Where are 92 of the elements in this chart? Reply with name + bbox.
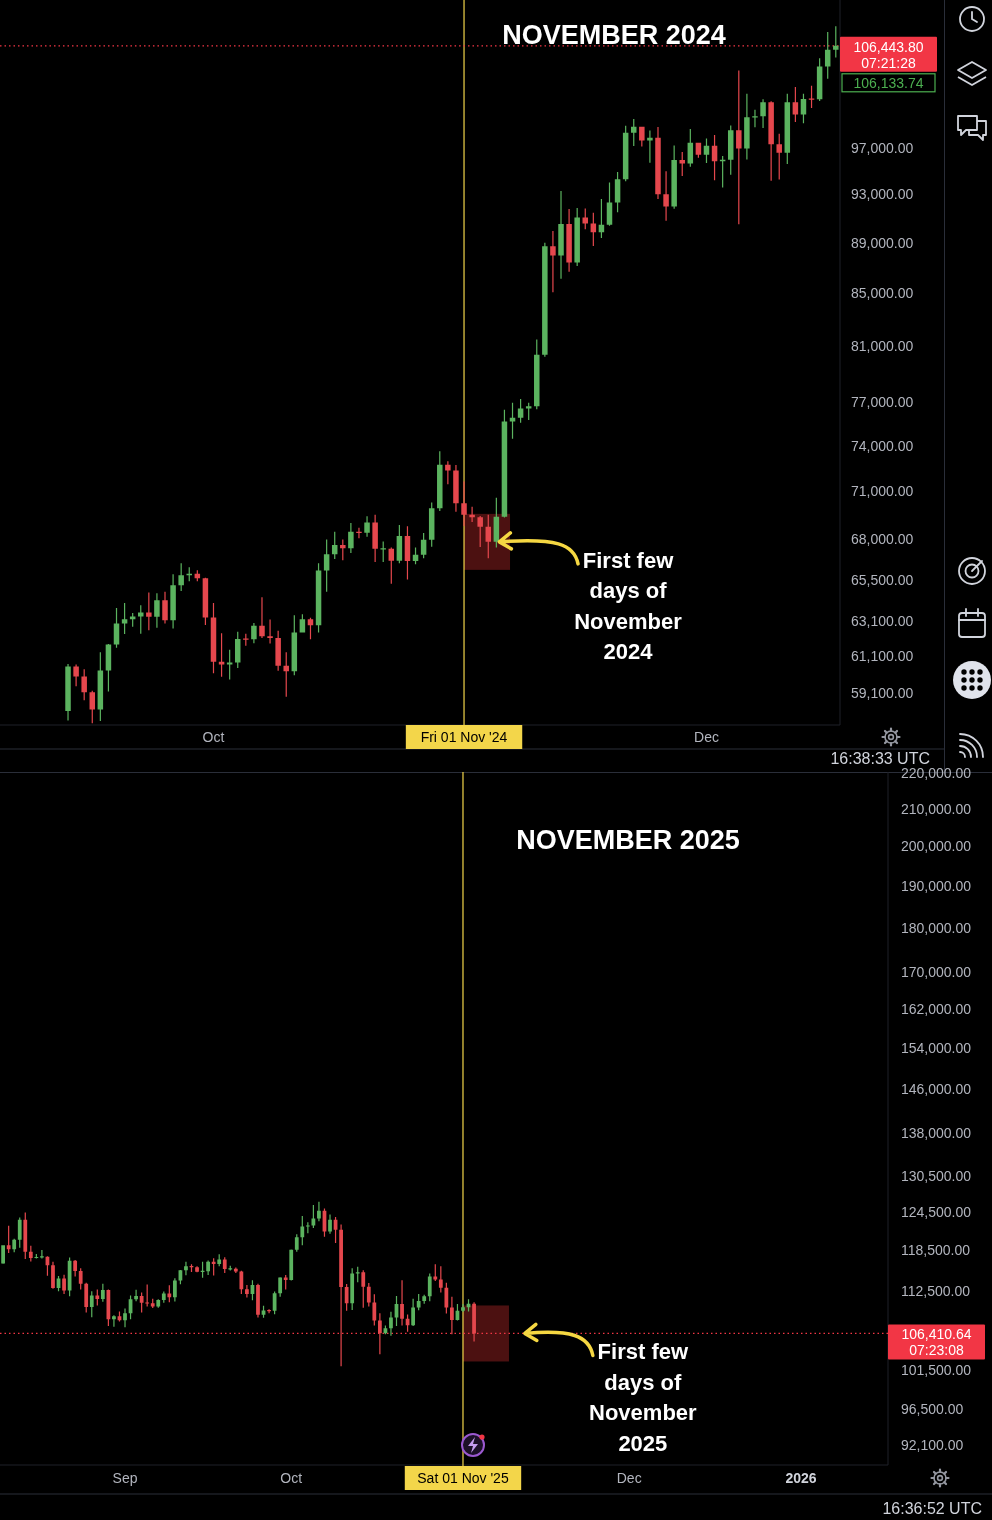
candlestick xyxy=(305,1222,310,1234)
ref-line-label: 106,443.80 07:21:28 xyxy=(853,38,924,71)
y-tick-label: 124,500.00 xyxy=(901,1204,972,1221)
text: NOVEMBER 2025 xyxy=(516,825,740,855)
y-tick-label: 170,000.00 xyxy=(901,963,972,980)
y-tick-label: 112,500.00 xyxy=(901,1282,971,1299)
candlestick xyxy=(112,1315,116,1327)
ref-line-label: Sat 01 Nov '25 xyxy=(417,1470,509,1486)
candlestick xyxy=(162,591,168,624)
candlestick xyxy=(356,527,362,539)
x-tick-label: Sep xyxy=(112,1470,138,1486)
y-tick-label: 101,500.00 xyxy=(901,1361,972,1378)
y-tick-label: 92,100.00 xyxy=(901,1436,964,1453)
candlestick xyxy=(558,191,564,279)
ref-line-label: Fri 01 Nov '24 xyxy=(420,729,508,745)
candlestick xyxy=(251,622,257,644)
candlestick xyxy=(550,231,556,293)
candlestick xyxy=(679,151,685,176)
x-tick-label: Oct xyxy=(202,729,225,745)
y-tick-label: 63,100.00 xyxy=(851,612,914,629)
y-tick-label: 200,000.00 xyxy=(901,838,972,855)
y-tick-label: 81,000.00 xyxy=(851,338,914,355)
candlestick xyxy=(65,664,71,721)
y-tick-label: 97,000.00 xyxy=(851,139,914,156)
candlestick xyxy=(150,1298,155,1308)
candlestick xyxy=(134,1289,138,1302)
y-tick-label: 59,100.00 xyxy=(851,684,914,701)
candlestick xyxy=(744,93,750,160)
x-tick-label: Oct xyxy=(280,1470,303,1486)
text: 16:38:33 UTC xyxy=(830,749,930,767)
candlestick xyxy=(477,516,483,548)
candlestick xyxy=(445,461,451,485)
candlestick xyxy=(647,130,653,163)
y-tick-label: 210,000.00 xyxy=(901,800,972,817)
ref-line-label: 106,410.64 07:23:08 xyxy=(901,1326,972,1359)
candlestick xyxy=(400,1280,404,1326)
y-tick-label: 96,500.00 xyxy=(901,1400,964,1417)
candlestick xyxy=(267,619,273,644)
annotation: First few days of November 2025 xyxy=(589,1338,698,1456)
candlestick xyxy=(259,597,265,639)
candlestick xyxy=(364,516,370,537)
candlestick xyxy=(339,1224,343,1367)
candlestick xyxy=(245,1285,249,1298)
text: NOVEMBER 2024 xyxy=(502,20,726,50)
y-tick-label: 162,000.00 xyxy=(901,1001,972,1018)
text: 16:36:52 UTC xyxy=(882,1499,982,1517)
candlestick xyxy=(389,1311,393,1336)
candlestick xyxy=(184,1261,188,1276)
y-tick-label: 71,000.00 xyxy=(851,483,914,500)
candlestick xyxy=(752,109,758,128)
x-tick-label: 2026 xyxy=(785,1470,817,1486)
candlestick xyxy=(123,1308,127,1328)
candlestick xyxy=(671,145,677,209)
candlestick xyxy=(275,630,281,671)
y-tick-label: 85,000.00 xyxy=(851,285,914,302)
y-tick-label: 74,000.00 xyxy=(851,437,914,454)
candlestick xyxy=(195,1266,199,1273)
candlestick xyxy=(461,481,467,527)
candlestick xyxy=(450,1296,454,1335)
candlestick xyxy=(655,126,661,200)
annotation: First few days of November 2024 xyxy=(574,547,683,664)
text: 106,133.74 xyxy=(853,74,924,91)
candlestick xyxy=(62,1274,66,1294)
candlestick xyxy=(154,593,160,628)
y-tick-label: 65,500.00 xyxy=(851,571,914,588)
y-tick-label: 68,000.00 xyxy=(851,530,914,547)
candlestick xyxy=(40,1249,44,1259)
candlestick xyxy=(566,209,572,272)
y-tick-label: 118,500.00 xyxy=(901,1242,971,1259)
candlestick xyxy=(170,574,176,629)
candlestick xyxy=(453,465,459,512)
candlestick xyxy=(808,85,815,108)
x-tick-label: Dec xyxy=(616,1470,642,1486)
y-tick-label: 89,000.00 xyxy=(851,234,914,251)
y-tick-label: 180,000.00 xyxy=(901,919,972,936)
candlestick xyxy=(574,207,580,267)
candlestick xyxy=(328,1214,332,1234)
y-tick-label: 146,000.00 xyxy=(901,1081,972,1098)
y-tick-label: 130,500.00 xyxy=(901,1167,972,1184)
y-tick-label: 61,100.00 xyxy=(851,648,914,665)
candlestick xyxy=(317,1201,321,1222)
candlestick xyxy=(461,1304,465,1313)
y-tick-label: 93,000.00 xyxy=(851,186,914,203)
y-tick-label: 190,000.00 xyxy=(901,877,972,894)
x-tick-label: Dec xyxy=(694,729,719,745)
candlestick xyxy=(542,242,548,357)
y-tick-label: 154,000.00 xyxy=(901,1040,972,1057)
y-tick-label: 138,000.00 xyxy=(901,1124,972,1141)
candlestick xyxy=(760,99,766,129)
candlestick xyxy=(663,171,669,221)
y-tick-label: 77,000.00 xyxy=(851,393,914,410)
y-tick-label: 220,000.00 xyxy=(901,764,972,781)
